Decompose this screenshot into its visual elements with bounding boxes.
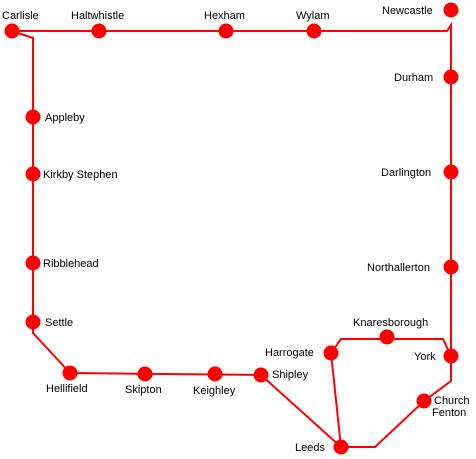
station-label-darlington: Darlington (381, 167, 431, 179)
station-marker-leeds[interactable] (333, 439, 349, 455)
station-label-keighley: Keighley (193, 385, 236, 397)
station-label-hellifield: Hellifield (46, 383, 88, 395)
station-marker-wylam[interactable] (306, 23, 322, 39)
station-label-northallerton: Northallerton (367, 262, 430, 274)
station-label-skipton: Skipton (125, 384, 162, 396)
station-label-leeds: Leeds (295, 442, 325, 454)
station-label-church-fenton-line1: Church (434, 395, 469, 407)
station-marker-keighley[interactable] (207, 366, 223, 382)
station-label-hexham: Hexham (204, 10, 245, 22)
station-label-knaresborough: Knaresborough (353, 317, 428, 329)
station-marker-knaresborough[interactable] (379, 329, 395, 345)
station-label-church-fenton-line2: Fenton (432, 407, 466, 419)
station-label-kirkby-stephen: Kirkby Stephen (43, 169, 118, 181)
station-label-york: York (414, 351, 436, 363)
station-marker-hellifield[interactable] (62, 365, 78, 381)
route-tyne-valley-east-coast (12, 21, 452, 356)
station-label-appleby: Appleby (45, 112, 85, 124)
station-label-shipley: Shipley (272, 369, 309, 381)
station-marker-appleby[interactable] (25, 109, 41, 125)
station-label-carlisle: Carlisle (2, 10, 39, 22)
station-label-harrogate: Harrogate (265, 347, 314, 359)
station-marker-carlisle[interactable] (4, 23, 20, 39)
station-marker-church-fenton[interactable] (416, 393, 432, 409)
station-marker-skipton[interactable] (137, 366, 153, 382)
station-label-durham: Durham (394, 72, 433, 84)
station-marker-ribblehead[interactable] (25, 255, 41, 271)
station-marker-hexham[interactable] (218, 23, 234, 39)
station-marker-york[interactable] (443, 348, 459, 364)
station-label-ribblehead: Ribblehead (43, 258, 99, 270)
route-harrogate-loop (329, 338, 452, 448)
route-settle-carlisle (11, 30, 452, 448)
station-label-newcastle: Newcastle (382, 5, 433, 17)
stations: Carlisle Haltwhistle Hexham Wylam Newcas… (2, 2, 469, 455)
station-marker-durham[interactable] (443, 69, 459, 85)
station-label-settle: Settle (45, 317, 73, 329)
station-marker-darlington[interactable] (443, 164, 459, 180)
station-marker-northallerton[interactable] (443, 259, 459, 275)
station-marker-kirkby-stephen[interactable] (25, 166, 41, 182)
station-marker-shipley[interactable] (253, 367, 269, 383)
station-marker-harrogate[interactable] (323, 345, 339, 361)
station-marker-settle[interactable] (25, 314, 41, 330)
station-marker-haltwhistle[interactable] (91, 23, 107, 39)
station-marker-newcastle[interactable] (443, 2, 459, 18)
station-label-wylam: Wylam (296, 10, 330, 22)
station-label-haltwhistle: Haltwhistle (71, 10, 124, 22)
